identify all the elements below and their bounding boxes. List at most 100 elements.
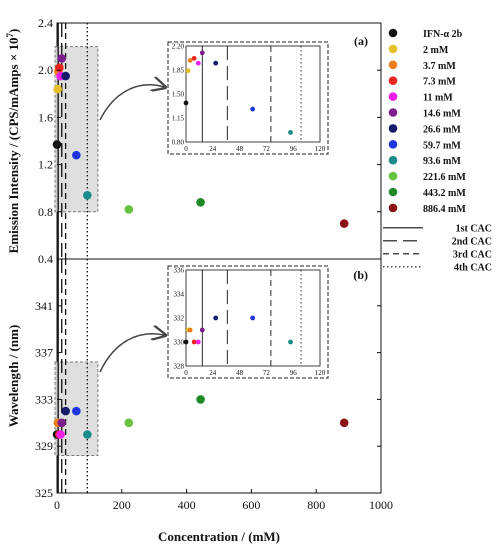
panel-a-label: (a) xyxy=(354,34,368,48)
legend-entry: 221.6 mM xyxy=(423,172,466,183)
legend-cac-entry: 3rd CAC xyxy=(453,249,492,260)
legend-entry: 2 mM xyxy=(423,45,449,56)
panel-b-inset-y-tick-label: 336 xyxy=(174,267,185,275)
panel-b-inset-border xyxy=(167,265,329,379)
legend-marker xyxy=(388,124,398,133)
panel-a: 2.4 2.0 1.6 1.2 0.8 0.4 (a) Emission Intensit… xyxy=(5,16,382,266)
panel-a-point-221-6-mm xyxy=(124,205,134,214)
legend-marker xyxy=(388,155,398,165)
legend-marker xyxy=(388,76,398,85)
panel-a-inset-x-tick-label: 48 xyxy=(236,145,244,153)
panel-a-point-7-3-mm xyxy=(55,63,64,73)
legend-entry: IFN-α 2b xyxy=(423,29,463,40)
panel-a-inset-y-tick-label: 0.80 xyxy=(172,139,185,147)
panel-b-inset-x-tick-label: 24 xyxy=(209,369,217,377)
x-axis-label: Concentration / (mM) xyxy=(158,529,280,544)
legend-marker xyxy=(388,187,398,197)
panel-a-y-tick-label: 2.0 xyxy=(38,63,53,77)
legend-cac-entry: 2nd CAC xyxy=(452,236,492,247)
legend-marker xyxy=(388,28,398,38)
panel-a-inset-point-14-6-mm xyxy=(199,50,205,56)
legend-entry: 7.3 mM xyxy=(423,77,456,88)
panel-b-y-tick-label: 325 xyxy=(35,486,53,500)
legend-entry: 886.4 mM xyxy=(423,204,466,215)
panel-b-x-tick-label: 400 xyxy=(178,498,196,512)
panel-b-y-axis-label: Wavelength / (nm) xyxy=(6,325,21,428)
panel-b-point-14-6-mm xyxy=(57,418,67,428)
panel-b-point-221-6-mm xyxy=(124,418,134,428)
legend-marker xyxy=(388,44,398,54)
panel-a-inset: 0 24 48 72 96 120 2.20 1.85 1.50 1.15 0.80 xyxy=(167,41,329,155)
panel-b-x-tick-label: 1000 xyxy=(369,498,393,512)
panel-a-inset-plot xyxy=(185,45,321,143)
legend-cac-entry: 4th CAC xyxy=(454,262,492,273)
legend-cac-entry: 1st CAC xyxy=(456,223,492,234)
legend-entry: 11 mM xyxy=(423,93,453,104)
panel-b-label: (b) xyxy=(353,268,368,282)
panel-a-point-26-6-mm xyxy=(61,71,70,81)
panel-a-y-tick-label: 0.4 xyxy=(38,252,53,266)
panel-a-inset-x-tick-label: 96 xyxy=(290,145,298,153)
panel-b-inset-point-3-7-mm xyxy=(187,327,193,333)
legend-entry: 59.7 mM xyxy=(423,140,461,151)
panel-a-inset-point-ifn-2b xyxy=(183,100,189,106)
panel-a-inset-point-7-3-mm xyxy=(191,55,197,61)
legend-marker xyxy=(388,140,398,149)
panel-b-x-tick-label: 200 xyxy=(113,498,131,512)
panel-a-point-59-7-mm xyxy=(72,150,81,160)
panel-b-x-tick-label: 800 xyxy=(307,498,325,512)
panel-b-inset-x-tick-label: 96 xyxy=(290,369,298,377)
panel-a-inset-x-tick-label: 24 xyxy=(209,145,217,153)
panel-b-inset-x-tick-label: 72 xyxy=(263,369,271,377)
panel-b-inset-plot xyxy=(185,269,321,367)
panel-a-inset-point-93-6-mm xyxy=(288,130,293,135)
panel-b-inset-y-tick-label: 328 xyxy=(174,363,185,371)
panel-b-inset-x-tick-label: 48 xyxy=(236,369,244,377)
legend-marker xyxy=(388,203,398,213)
panel-a-point-93-6-mm xyxy=(83,190,92,200)
panel-b-inset-y-tick-label: 334 xyxy=(174,291,185,299)
panel-b-x-tick-label: 0 xyxy=(54,498,60,512)
panel-a-inset-y-tick-label: 1.85 xyxy=(172,67,185,75)
panel-a-callout-arrow xyxy=(99,85,164,121)
panel-a-inset-point-11-mm xyxy=(195,60,201,66)
panel-b-inset-x-tick-label: 120 xyxy=(315,369,326,377)
legend-entry: 14.6 mM xyxy=(423,109,461,120)
panel-b-y-tick-label: 341 xyxy=(35,299,53,313)
panel-a-point-443-2-mm xyxy=(196,198,205,207)
panel-a-inset-point-3-7-mm xyxy=(187,58,193,63)
panel-a-point-2-mm xyxy=(53,84,62,94)
panel-a-inset-x-tick-label: 0 xyxy=(184,145,188,153)
panel-b-point-26-6-mm xyxy=(61,406,70,416)
panel-b-callout-arrow xyxy=(99,334,164,373)
panel-b-inset: 0 24 48 72 96 120 336 334 332 330 328 xyxy=(167,265,329,379)
panel-b-inset-point-11-mm xyxy=(195,339,201,345)
panel-a-y-tick-label: 1.6 xyxy=(38,110,53,124)
panel-a-y-tick-label: 2.4 xyxy=(38,16,53,30)
panel-a-inset-y-tick-label: 1.50 xyxy=(172,91,185,99)
legend-marker xyxy=(388,108,398,117)
panel-b-point-93-6-mm xyxy=(83,430,92,439)
legend: IFN-α 2b 2 mM 3.7 mM 7.3 mM 11 mM 14.6 mM 26.6… xyxy=(383,28,492,273)
panel-b-inset-point-26-6-mm xyxy=(213,315,219,321)
legend-entry: 26.6 mM xyxy=(423,124,461,135)
panel-a-inset-x-tick-label: 120 xyxy=(315,145,326,153)
legend-entry: 443.2 mM xyxy=(423,188,466,199)
panel-b-y-tick-label: 329 xyxy=(35,439,53,453)
panel-a-point-ifn-2b xyxy=(52,140,62,149)
panel-b-inset-point-14-6-mm xyxy=(199,327,205,333)
panel-b-x-tick-label: 600 xyxy=(242,498,260,512)
legend-marker xyxy=(388,60,398,70)
panel-a-y-tick-label: 1.2 xyxy=(38,158,53,172)
panel-a-inset-point-26-6-mm xyxy=(213,60,219,66)
panel-b-inset-point-59-7-mm xyxy=(250,315,256,321)
legend-entry: 3.7 mM xyxy=(423,61,456,72)
panel-b-inset-point-93-6-mm xyxy=(288,339,293,345)
panel-b-inset-x-tick-label: 0 xyxy=(184,369,188,377)
panel-a-point-886-4-mm xyxy=(339,219,349,228)
panel-a-inset-y-tick-label: 1.15 xyxy=(172,115,185,123)
panel-b-point-443-2-mm xyxy=(196,395,205,404)
panel-a-inset-y-tick-label: 2.20 xyxy=(172,43,185,51)
panel-a-inset-point-2-mm xyxy=(185,68,191,74)
